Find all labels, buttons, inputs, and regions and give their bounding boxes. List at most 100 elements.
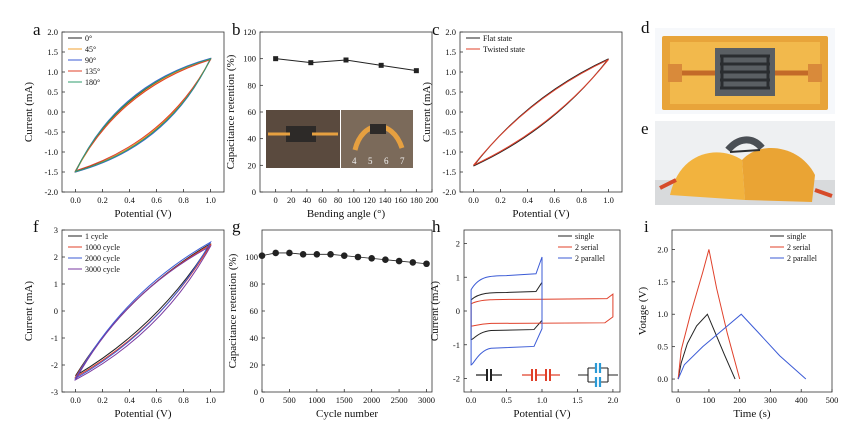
y-tick-label: -2.0 <box>45 187 58 197</box>
plot-frame <box>671 229 833 393</box>
y-tick-label: -2 <box>453 374 460 384</box>
y-tick-label: 100 <box>243 54 256 64</box>
x-tick-label: 0.0 <box>70 395 81 405</box>
series-single <box>677 313 736 380</box>
legend-label: 2 parallel <box>575 254 606 263</box>
x-axis-label: Potential (V) <box>114 408 171 420</box>
x-tick-label: 1.5 <box>572 395 583 405</box>
y-tick-label: 60 <box>248 107 257 117</box>
x-tick-label: 0 <box>676 395 680 405</box>
series-135- <box>74 58 212 172</box>
data-point <box>308 60 314 66</box>
photo-d-device <box>655 28 835 114</box>
series-1-cycle <box>75 243 211 377</box>
x-tick-label: 0 <box>274 195 278 205</box>
y-tick-label: -1.5 <box>443 167 456 177</box>
inset-scale-number: 6 <box>384 156 389 166</box>
x-tick-label: 1500 <box>336 395 353 405</box>
legend-label: Flat state <box>483 34 513 43</box>
x-tick-label: 140 <box>379 195 392 205</box>
y-tick-label: 0 <box>456 306 460 316</box>
x-tick-label: 0.6 <box>151 195 162 205</box>
x-axis-label: Bending angle (°) <box>307 208 386 220</box>
x-tick-label: 2500 <box>391 395 408 405</box>
y-tick-label: -1.5 <box>45 167 58 177</box>
panel-h: h 0.0 0.5 1.0 1.5 2.0 -2 -1 0 1 2 Potential (V) Curr… <box>429 217 621 420</box>
y-tick-label: -1 <box>51 333 58 343</box>
data-point <box>273 56 279 62</box>
x-axis-label: Time (s) <box>733 408 771 420</box>
panel-c: c 0.0 0.2 0.4 0.6 0.8 1.0 -2.0 -1.5 -1.0 -0.5 0.0 0.… <box>421 20 623 220</box>
inset-scale-number: 4 <box>352 156 357 166</box>
series-2-parallel <box>470 256 543 366</box>
legend-label: 3000 cycle <box>85 265 120 274</box>
panel-f: f 0.0 0.2 0.4 0.6 0.8 1.0 -3 -2 -1 0 1 2 3 Potential (… <box>23 217 225 420</box>
series-3000-cycle <box>74 244 212 382</box>
panel-letter-i: i <box>644 217 649 236</box>
photo-d-label: d <box>641 18 650 37</box>
legend-label: 90° <box>85 56 96 65</box>
x-tick-label: 60 <box>318 195 327 205</box>
y-tick-label: -2 <box>51 360 58 370</box>
y-tick-label: -1.0 <box>45 147 58 157</box>
y-tick-label: 0.0 <box>47 107 58 117</box>
series-2000-cycle <box>74 240 212 380</box>
y-tick-label: 100 <box>245 252 258 262</box>
y-tick-label: -3 <box>51 387 58 397</box>
panel-b-inset-photo: 4 5 6 7 <box>266 110 413 168</box>
legend-label: single <box>787 232 807 241</box>
x-tick-label: 400 <box>795 395 808 405</box>
y-tick-label: 80 <box>250 279 259 289</box>
x-tick-label: 1.0 <box>537 395 548 405</box>
x-tick-label: 0.2 <box>97 395 108 405</box>
legend-label: 2 serial <box>787 243 811 252</box>
x-tick-label: 120 <box>363 195 376 205</box>
series-retention <box>261 252 427 265</box>
legend-label: 1000 cycle <box>85 243 120 252</box>
x-tick-label: 0.8 <box>576 195 587 205</box>
y-tick-label: 60 <box>250 306 259 316</box>
x-tick-label: 0.6 <box>549 195 560 205</box>
y-tick-label: 40 <box>250 333 259 343</box>
y-tick-label: 2.0 <box>657 244 668 254</box>
y-tick-label: 1 <box>456 272 460 282</box>
panel-a: a 0.0 0.2 0.4 0.6 0.8 1.0 -2.0 -1.5 -1.0 -0.5 0.0 0.… <box>23 20 225 220</box>
y-tick-label: 20 <box>250 360 259 370</box>
series-single <box>470 280 543 341</box>
x-tick-label: 0.8 <box>178 195 189 205</box>
legend-label: 2000 cycle <box>85 254 120 263</box>
x-tick-label: 500 <box>826 395 839 405</box>
x-tick-label: 0.4 <box>124 395 135 405</box>
panel-h-circuit-symbols <box>476 363 618 387</box>
y-axis-label: Current (mA) <box>23 281 35 342</box>
y-tick-label: 120 <box>243 27 256 37</box>
y-axis-label: Current (mA) <box>421 82 433 143</box>
symbol-serial-caps <box>531 369 551 381</box>
panel-i: i 0 100 200 300 400 500 0.0 0.5 1.0 1.5 2.0 Time (s)… <box>637 217 838 420</box>
y-tick-label: -0.5 <box>45 127 58 137</box>
data-point <box>343 57 349 63</box>
x-tick-label: 0.5 <box>501 395 512 405</box>
x-tick-label: 40 <box>303 195 312 205</box>
y-tick-label: 0.0 <box>657 374 668 384</box>
y-axis-label: Capacitance retention (%) <box>225 54 237 169</box>
y-tick-label: 0.5 <box>657 342 668 352</box>
legend-label: 2 serial <box>575 243 599 252</box>
y-tick-label: 1.0 <box>445 67 456 77</box>
series-0- <box>74 58 212 173</box>
x-tick-label: 1.0 <box>603 195 614 205</box>
y-tick-label: 0 <box>252 187 256 197</box>
x-tick-label: 0.4 <box>124 195 135 205</box>
legend-label: 45° <box>85 45 96 54</box>
y-tick-label: 2 <box>456 239 460 249</box>
series-twisted-state <box>473 59 609 166</box>
series-2-serial <box>470 293 614 327</box>
plot-frame <box>459 31 623 193</box>
y-tick-label: 3 <box>54 225 58 235</box>
photo-e-label: e <box>641 119 649 138</box>
panel-letter-b: b <box>232 20 241 39</box>
legend-label: Twisted state <box>483 45 525 54</box>
series-flat-state <box>473 58 609 167</box>
x-tick-label: 100 <box>703 395 716 405</box>
